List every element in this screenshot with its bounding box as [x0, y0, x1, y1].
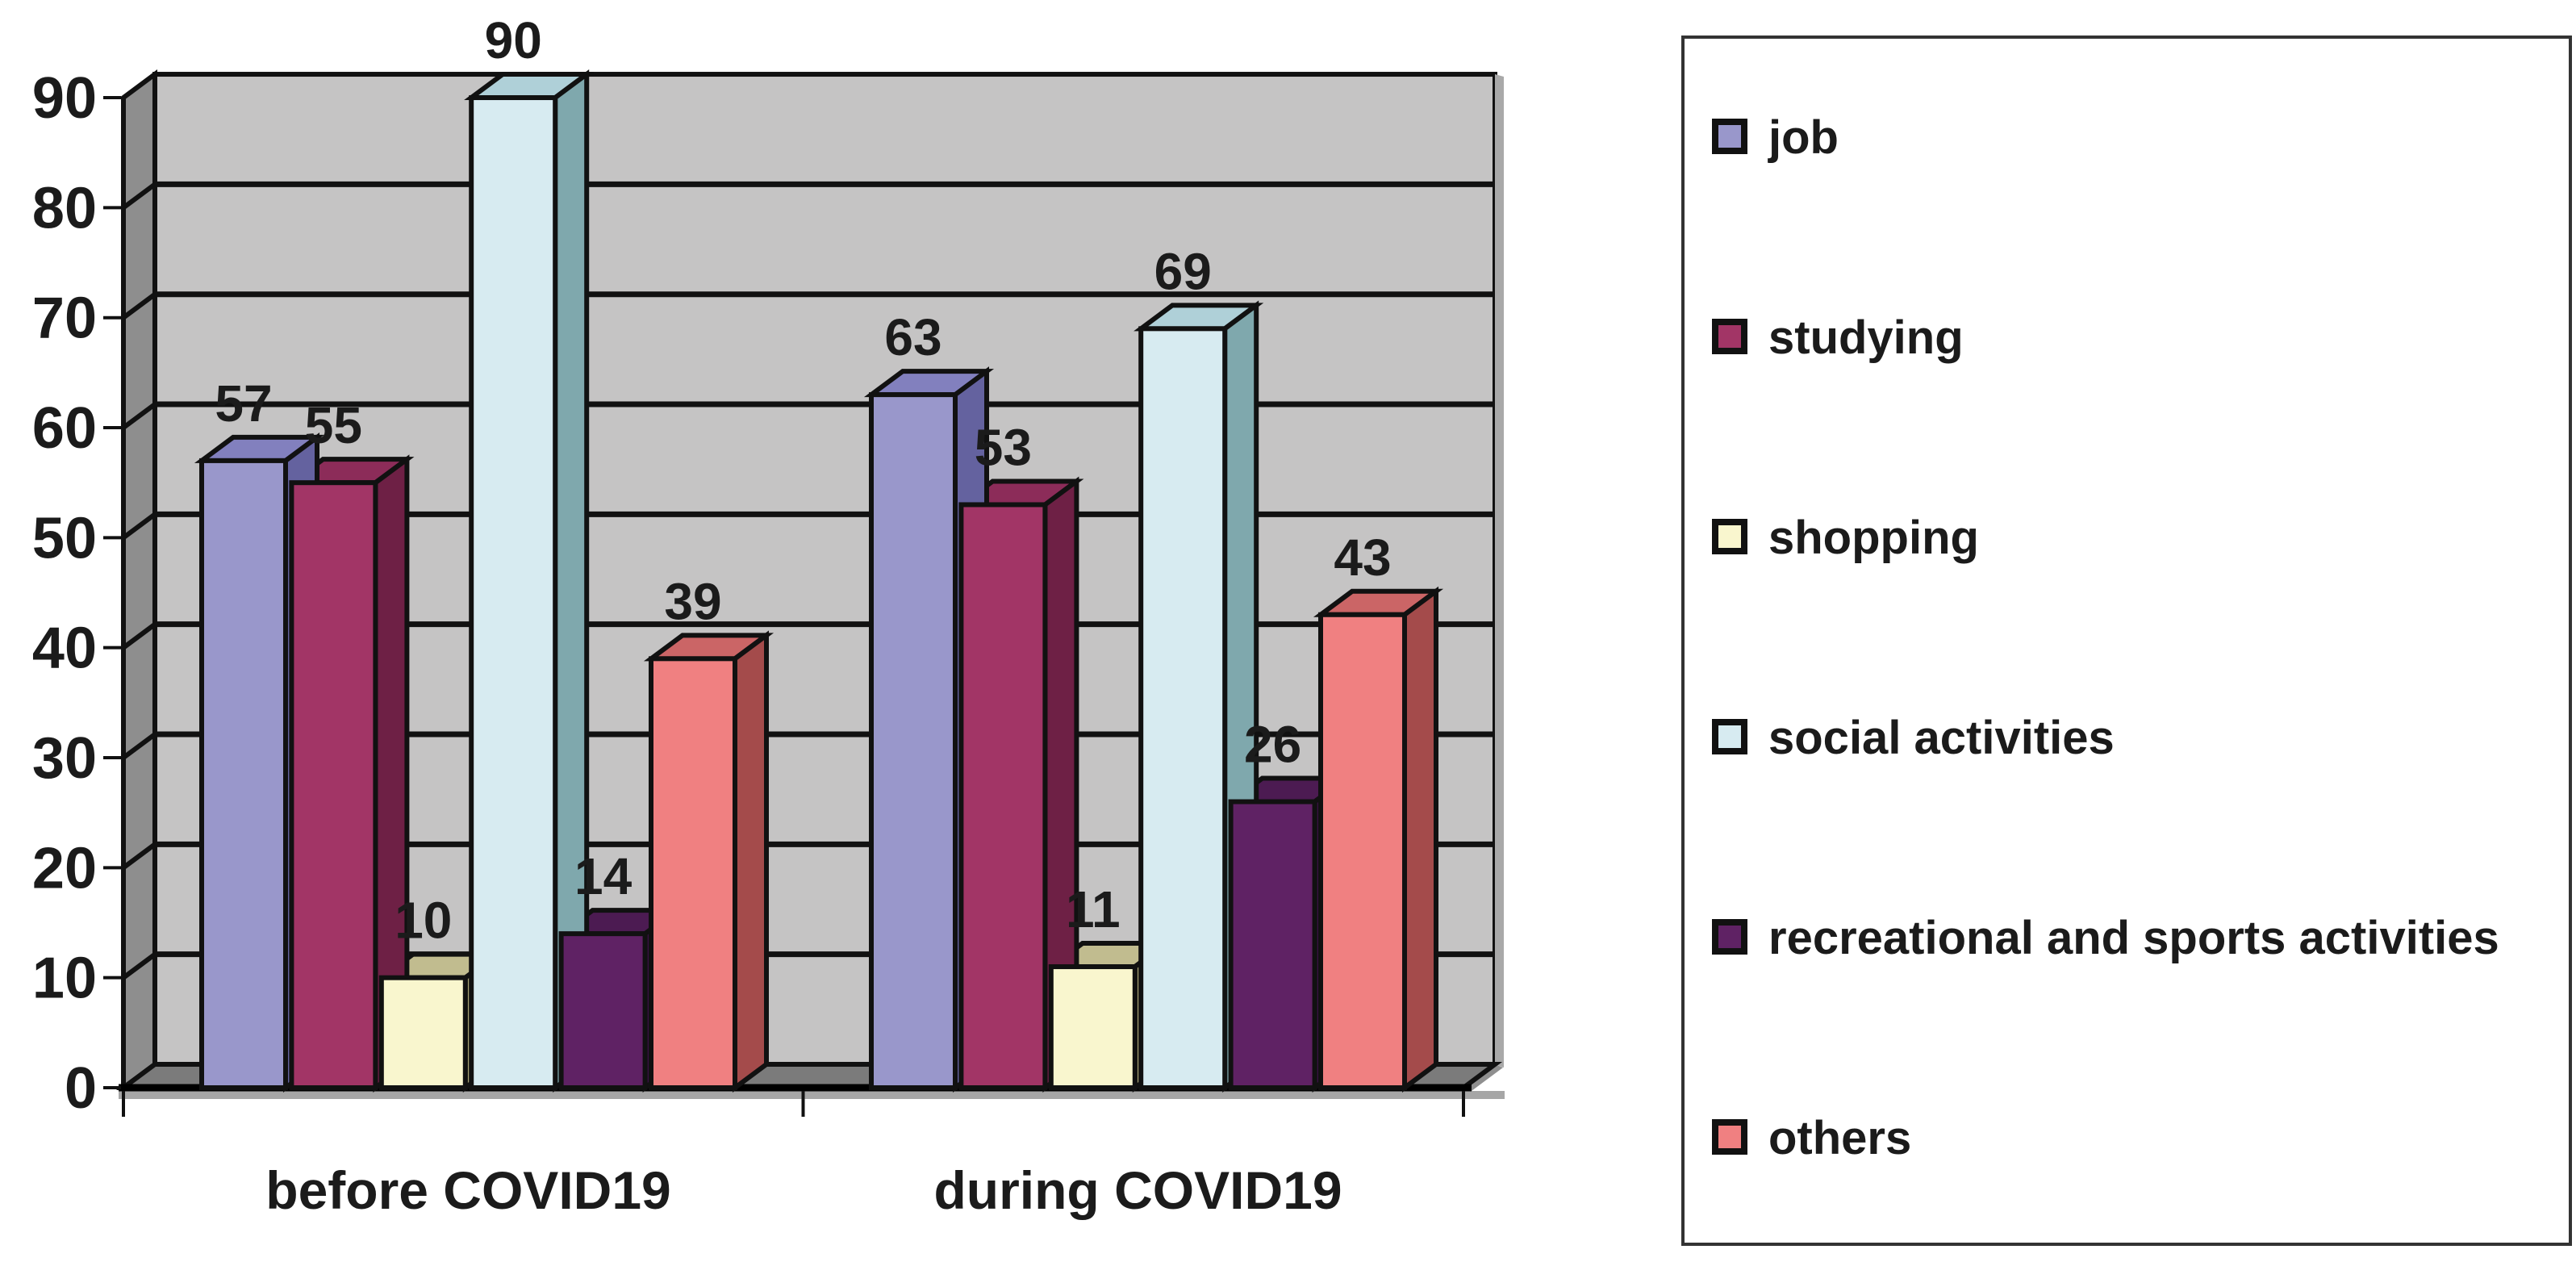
- y-tick-label: 40: [32, 616, 97, 681]
- bar-side-others: [1402, 586, 1438, 1093]
- wall-right-edge: [1495, 74, 1504, 1068]
- value-label-shopping: 11: [1066, 880, 1121, 938]
- legend-item-recreational-and-sports-activities: recreational and sports activities: [1712, 912, 2499, 964]
- legend-swatch-social-activities: [1712, 719, 1747, 754]
- value-label-social-activities: 69: [1154, 242, 1212, 300]
- value-label-others: 43: [1334, 529, 1391, 587]
- left-wall-gridline: [122, 732, 157, 760]
- bar-recreational-and-sports-activities-before-covid19: [558, 931, 648, 1090]
- left-wall-gridline: [122, 952, 157, 980]
- bar-social-activities-before-covid19: [469, 95, 558, 1090]
- left-wall-gridline: [122, 182, 157, 210]
- legend-swatch-job: [1712, 119, 1747, 154]
- value-label-recreational-and-sports-activities: 26: [1244, 716, 1301, 774]
- value-label-shopping: 10: [395, 892, 452, 950]
- y-tick-label: 10: [32, 946, 97, 1011]
- bar-job-during-covid19: [869, 392, 958, 1091]
- left-wall-gridline: [122, 842, 157, 870]
- legend-swatch-others: [1712, 1119, 1747, 1155]
- legend-item-shopping: shopping: [1712, 512, 1979, 564]
- baseline-shadow: [119, 1091, 1505, 1099]
- y-tick-label: 50: [32, 506, 97, 570]
- bar-shopping-before-covid19: [378, 975, 468, 1091]
- legend-box: [1681, 36, 2572, 1246]
- legend-item-job: job: [1712, 111, 1839, 164]
- legend-item-studying: studying: [1712, 311, 1964, 364]
- bar-studying-during-covid19: [958, 502, 1048, 1090]
- legend-swatch-shopping: [1712, 519, 1747, 554]
- bar-shopping-during-covid19: [1048, 964, 1138, 1090]
- legend-label-others: others: [1768, 1112, 1911, 1164]
- bar-side-others: [733, 630, 769, 1093]
- bar-job-before-covid19: [199, 458, 288, 1090]
- left-wall-gridline: [122, 292, 157, 320]
- bar-group-before-covid19: 57 55 10 90 14 39: [194, 11, 774, 1093]
- y-tick-label: 30: [32, 726, 97, 791]
- value-label-social-activities: 90: [485, 11, 542, 69]
- y-tick-label: 60: [32, 396, 97, 461]
- legend-label-studying: studying: [1768, 311, 1964, 364]
- legend-label-shopping: shopping: [1768, 512, 1979, 564]
- legend: job studying shopping social activities recr…: [1681, 36, 2572, 1246]
- value-label-recreational-and-sports-activities: 14: [574, 847, 633, 905]
- left-wall-gridline: [122, 622, 157, 650]
- legend-item-social-activities: social activities: [1712, 712, 2115, 764]
- floor-right-edge: [1463, 1064, 1503, 1091]
- bar-others-before-covid19: [649, 656, 737, 1090]
- bar-studying-before-covid19: [289, 480, 378, 1090]
- left-wall: [121, 69, 157, 1093]
- value-label-others: 39: [664, 572, 721, 630]
- x-category-label: during COVID19: [933, 1160, 1342, 1220]
- value-label-job: 63: [884, 308, 941, 366]
- bar-recreational-and-sports-activities-during-covid19: [1228, 799, 1317, 1090]
- bar-group-during-covid19: 63 53 11 69 26 43: [863, 242, 1444, 1093]
- legend-label-job: job: [1768, 111, 1839, 164]
- legend-label-recreational-and-sports-activities: recreational and sports activities: [1768, 912, 2499, 964]
- y-tick-label: 70: [32, 286, 97, 351]
- legend-label-social-activities: social activities: [1768, 712, 2115, 764]
- bar-social-activities-during-covid19: [1138, 326, 1228, 1090]
- left-wall-gridline: [122, 402, 157, 430]
- y-tick-label: 20: [32, 836, 97, 901]
- x-category-label: before COVID19: [265, 1160, 670, 1220]
- legend-item-others: others: [1712, 1112, 1911, 1164]
- y-tick-label: 90: [32, 66, 97, 131]
- left-wall-gridline: [122, 512, 157, 540]
- legend-swatch-studying: [1712, 319, 1747, 354]
- value-label-studying: 55: [305, 396, 362, 454]
- bar-others-during-covid19: [1318, 612, 1407, 1090]
- value-label-job: 57: [215, 374, 272, 433]
- legend-swatch-recreational-and-sports-activities: [1712, 919, 1747, 955]
- y-tick-label: 0: [65, 1056, 97, 1121]
- y-tick-label: 80: [32, 176, 97, 240]
- value-label-studying: 53: [975, 418, 1032, 476]
